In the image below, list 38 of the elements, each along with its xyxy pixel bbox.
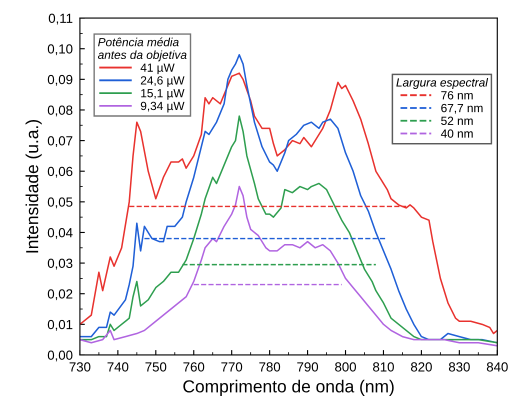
line-series <box>80 115 498 344</box>
x-tick-label: 770 <box>221 362 242 372</box>
y-tick-label: 0,01 <box>48 320 72 331</box>
y-tick-label: 0,03 <box>48 258 72 270</box>
legend-label: 40 nm <box>440 129 473 138</box>
x-tick-label: 840 <box>486 362 508 372</box>
legend-label: 15,1 µW <box>141 89 184 100</box>
x-axis-title: Comprimento de onda (nm) <box>183 380 394 396</box>
text: Potência média antes da objetiva <box>98 38 187 62</box>
legend-label: 41 µW <box>140 64 175 74</box>
line-series <box>80 186 498 347</box>
x-tick-label: 830 <box>448 362 470 372</box>
x-tick-label: 730 <box>70 362 90 372</box>
y-tick-label: 0,10 <box>48 44 72 56</box>
x-tick-label: 800 <box>335 362 356 372</box>
x-tick-label: 750 <box>145 362 166 372</box>
y-tick-label: 0,07 <box>48 136 72 148</box>
legend-label: 9,34 µW <box>140 102 184 112</box>
y-tick-label: 0,02 <box>48 289 72 300</box>
legend-label: 52 nm <box>441 116 473 125</box>
legend-label: 76 nm <box>441 91 473 100</box>
y-tick-label: 0,04 <box>48 228 73 239</box>
y-tick-label: 0,06 <box>48 166 72 178</box>
x-tick-label: 810 <box>373 362 394 372</box>
legend-label: 67,7 nm <box>441 104 483 114</box>
y-tick-label: 0,00 <box>48 350 72 362</box>
y-tick-label: 0,09 <box>48 74 72 86</box>
x-tick-label: 740 <box>108 362 128 372</box>
text: Largura espectral <box>396 78 488 89</box>
x-tick-label: 820 <box>410 362 432 372</box>
x-tick-label: 790 <box>297 362 318 372</box>
y-tick-label: 0,08 <box>48 106 72 116</box>
x-tick-label: 760 <box>183 362 204 372</box>
y-tick-label: 0,11 <box>48 14 72 25</box>
x-tick-label: 780 <box>259 362 280 372</box>
y-tick-label: 0,05 <box>48 197 72 208</box>
legend-label: 24,6 µW <box>140 76 184 87</box>
y-axis-title: Intensidade (u.a.) <box>26 120 42 252</box>
